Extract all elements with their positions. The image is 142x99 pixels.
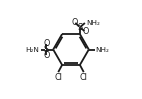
Text: O: O (43, 39, 50, 48)
Text: Cl: Cl (80, 73, 88, 82)
Text: H₂N: H₂N (26, 47, 39, 52)
Text: O: O (43, 51, 50, 60)
Text: S: S (44, 45, 49, 54)
Text: S: S (77, 23, 83, 32)
Text: NH₂: NH₂ (86, 20, 100, 26)
Text: O: O (71, 18, 78, 27)
Text: Cl: Cl (54, 73, 62, 82)
Text: O: O (82, 27, 88, 36)
Text: NH₂: NH₂ (96, 47, 109, 52)
